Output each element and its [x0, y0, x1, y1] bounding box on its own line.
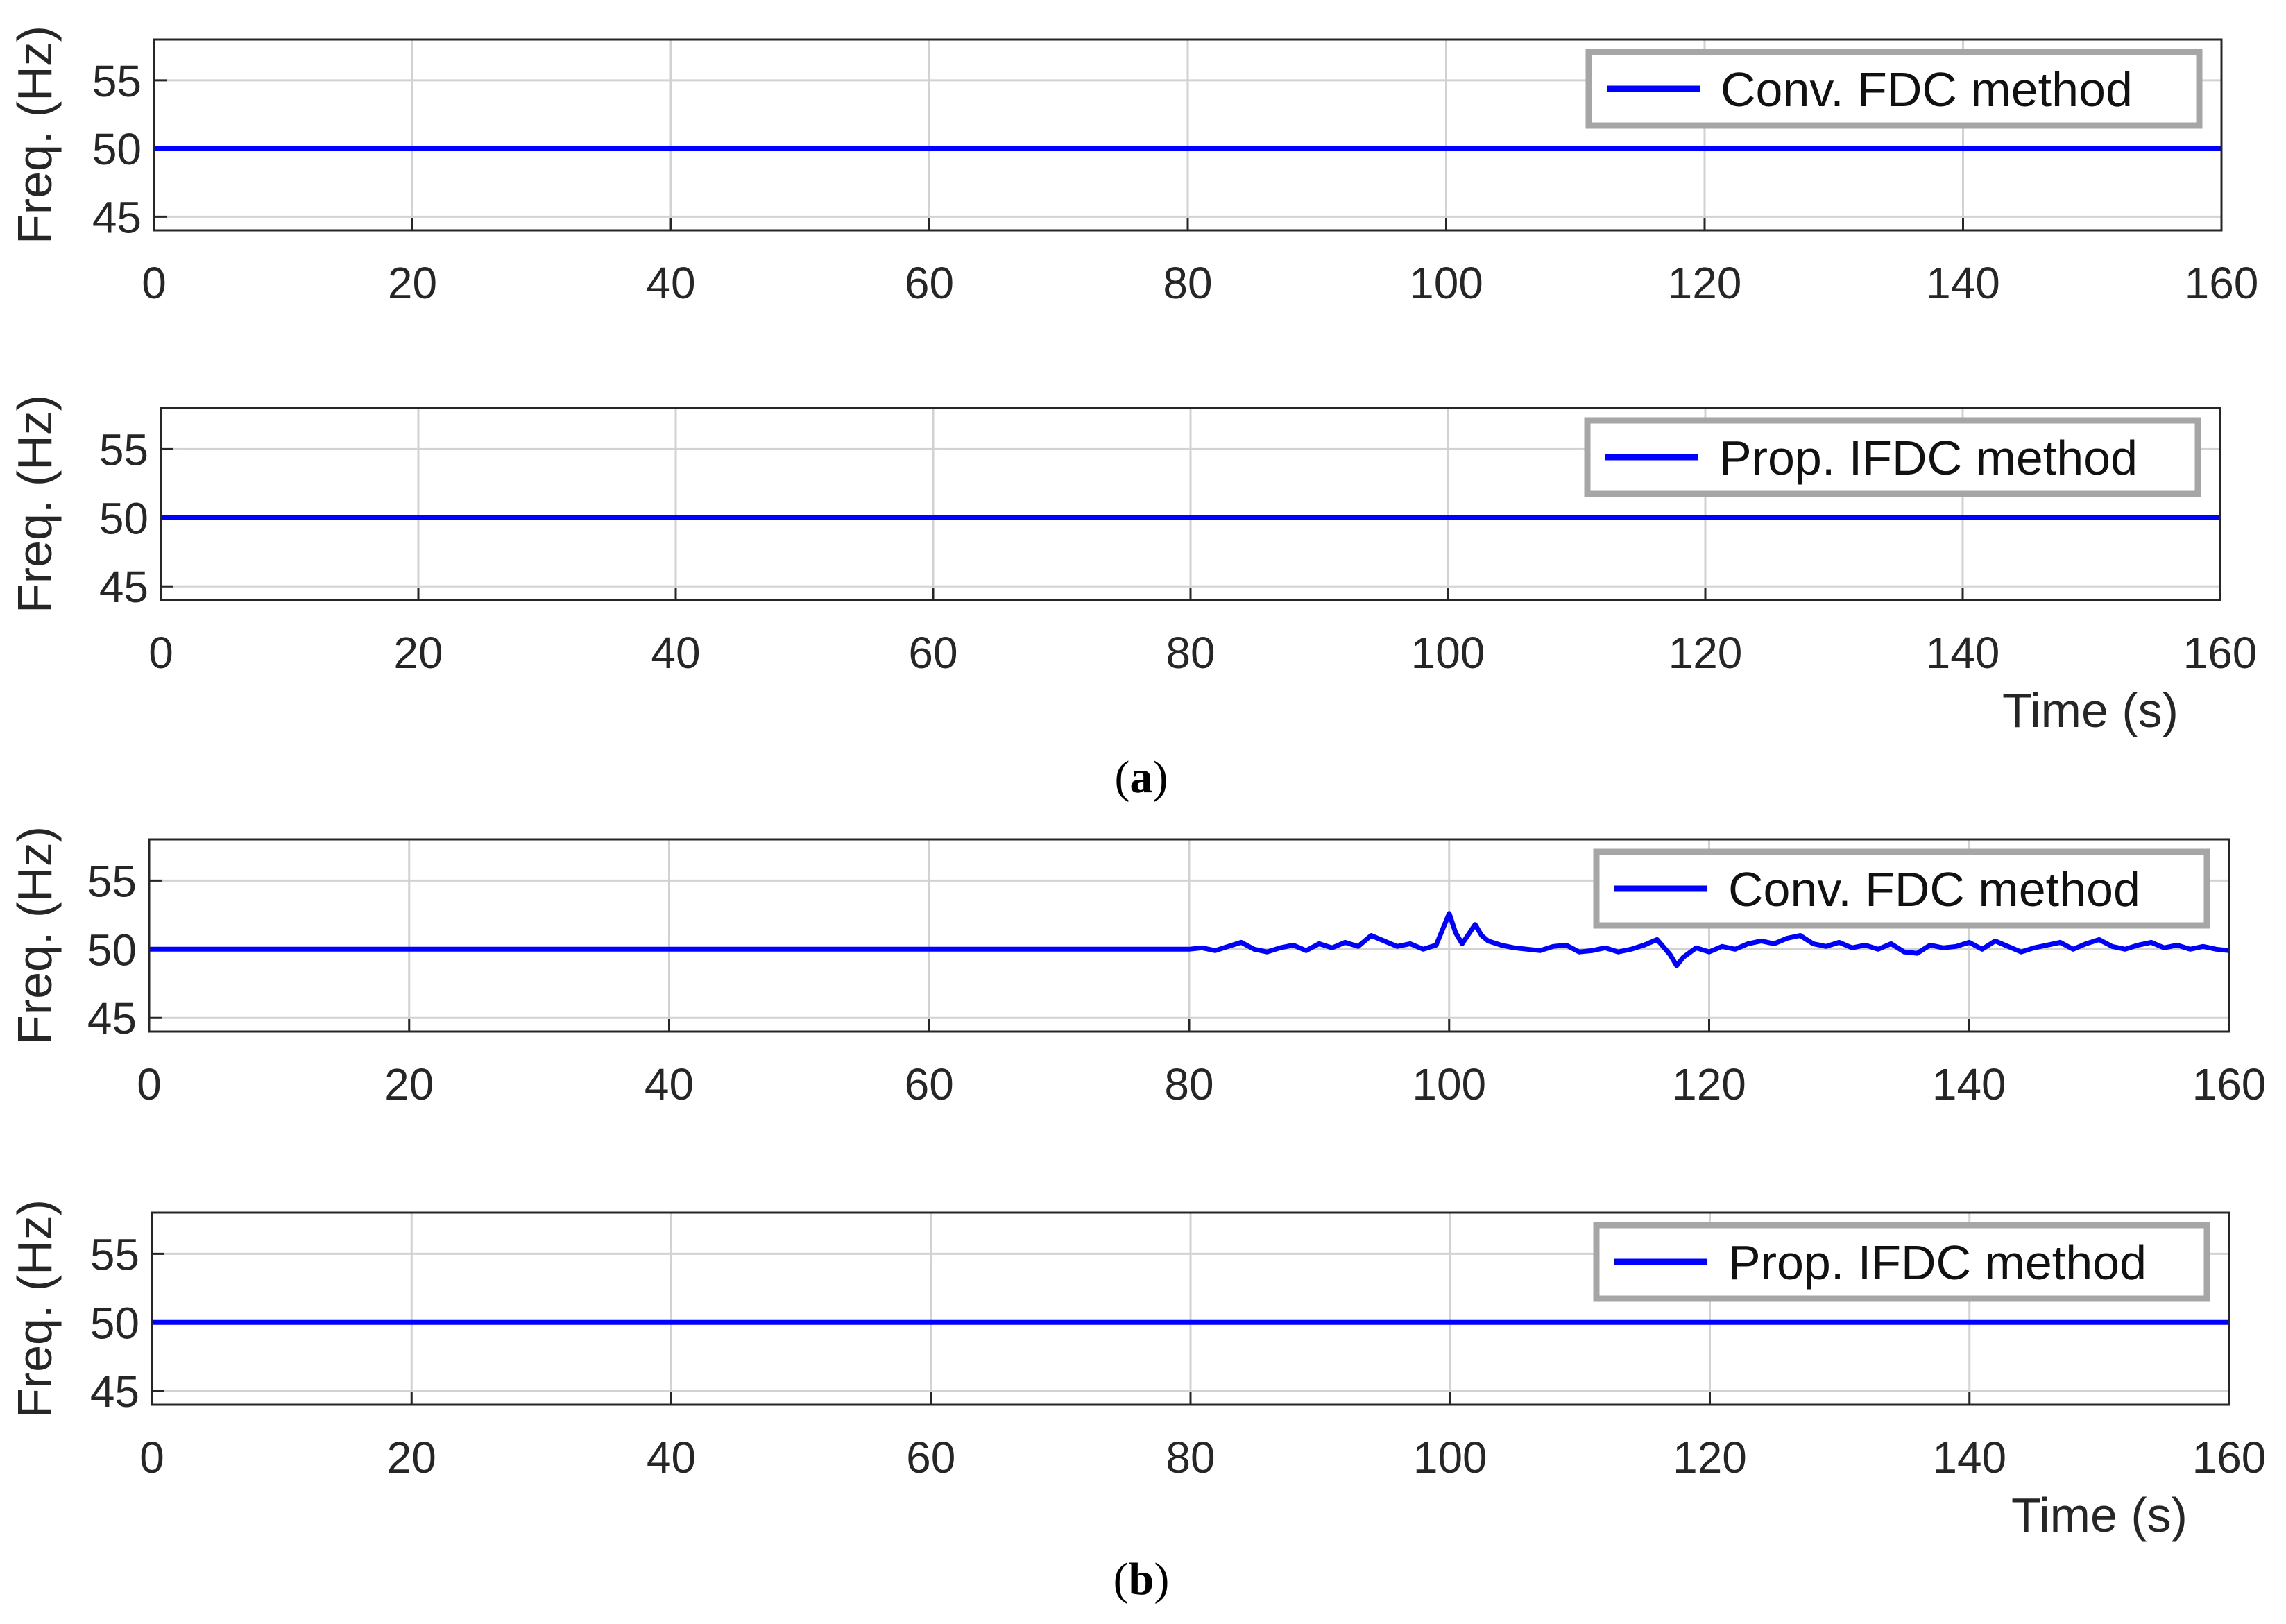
- x-tick-label: 100: [1411, 628, 1485, 678]
- y-tick-label: 50: [99, 493, 148, 543]
- y-tick-label: 45: [99, 562, 148, 612]
- x-tick-label: 120: [1668, 258, 1742, 308]
- x-tick-label: 60: [905, 258, 954, 308]
- x-tick-label: 120: [1673, 1433, 1747, 1482]
- panels: 0 20 40 60 80 100 120 140 160 45 50 55 Freq. (Hz) Con…: [8, 26, 2266, 1542]
- y-axis-label: Freq. (Hz): [8, 1199, 62, 1418]
- legend-label: Conv. FDC method: [1728, 862, 2140, 916]
- x-tick-label: 80: [1166, 1433, 1215, 1482]
- x-tick-label: 0: [148, 628, 173, 678]
- x-tick-label: 100: [1413, 1433, 1487, 1482]
- x-tick-label: 20: [393, 628, 443, 678]
- y-tick-label: 55: [99, 425, 148, 475]
- x-tick-label: 60: [906, 1433, 955, 1482]
- x-tick-label: 160: [2183, 628, 2258, 678]
- x-tick-label: 0: [142, 258, 167, 308]
- x-tick-label: 40: [645, 1059, 694, 1109]
- x-tick-label: 60: [905, 1059, 954, 1109]
- x-tick-label: 0: [139, 1433, 164, 1482]
- y-tick-label: 55: [90, 1229, 139, 1279]
- chart-panel-4: 0 20 40 60 80 100 120 140 160 45 50 55 Freq. (Hz) Tim…: [8, 1199, 2266, 1542]
- axes-box: [151, 1211, 2230, 1406]
- x-tick-label: 60: [908, 628, 957, 678]
- x-tick-label: 160: [2192, 1433, 2267, 1482]
- x-tick-label: 100: [1412, 1059, 1486, 1109]
- x-tick-label: 20: [384, 1059, 434, 1109]
- x-tick-label: 160: [2185, 258, 2259, 308]
- y-tick-label: 45: [92, 192, 142, 242]
- y-tick-label: 55: [92, 56, 142, 106]
- x-tick-label: 20: [387, 1433, 436, 1482]
- y-tick-label: 45: [90, 1367, 139, 1417]
- x-axis-label: Time (s): [2011, 1488, 2187, 1542]
- x-tick-label: 120: [1669, 628, 1743, 678]
- legend: Prop. IFDC method: [1584, 417, 2201, 497]
- x-tick-label: 80: [1164, 1059, 1213, 1109]
- x-tick-label: 120: [1672, 1059, 1746, 1109]
- series-line: [149, 911, 2230, 968]
- y-tick-label: 50: [92, 124, 142, 174]
- x-tick-label: 140: [1932, 1059, 2006, 1109]
- legend: Conv. FDC method: [1593, 848, 2210, 929]
- axes-box: [160, 407, 2221, 601]
- y-axis-label: Freq. (Hz): [8, 395, 62, 613]
- legend: Conv. FDC method: [1585, 49, 2203, 129]
- x-tick-label: 40: [646, 258, 695, 308]
- y-axis-label: Freq. (Hz): [8, 826, 62, 1045]
- legend: Prop. IFDC method: [1593, 1222, 2210, 1302]
- y-tick-label: 45: [87, 993, 137, 1043]
- x-tick-label: 100: [1409, 258, 1483, 308]
- chart-panel-2: 0 20 40 60 80 100 120 140 160 45 50 55 Freq. (Hz) Tim…: [8, 395, 2257, 737]
- chart-panel-3: 0 20 40 60 80 100 120 140 160 45 50 55 Freq. (Hz) Con…: [8, 826, 2266, 1109]
- x-tick-label: 40: [651, 628, 700, 678]
- x-tick-label: 140: [1932, 1433, 2006, 1482]
- y-tick-label: 55: [87, 856, 137, 906]
- x-tick-label: 160: [2192, 1059, 2267, 1109]
- legend-label: Prop. IFDC method: [1728, 1236, 2147, 1290]
- x-tick-label: 40: [647, 1433, 696, 1482]
- x-tick-label: 80: [1163, 258, 1212, 308]
- x-axis-label: Time (s): [2002, 683, 2178, 737]
- axes-box: [153, 38, 2223, 232]
- axes-box: [148, 838, 2230, 1033]
- legend-label: Prop. IFDC method: [1719, 431, 2138, 485]
- x-tick-label: 20: [388, 258, 437, 308]
- caption-b: (b): [1114, 1554, 1170, 1605]
- y-axis-label: Freq. (Hz): [8, 26, 62, 244]
- caption-a: (a): [1115, 752, 1168, 803]
- y-tick-label: 50: [90, 1298, 139, 1348]
- chart-panel-1: 0 20 40 60 80 100 120 140 160 45 50 55 Freq. (Hz) Con…: [8, 26, 2258, 308]
- x-tick-label: 0: [137, 1059, 162, 1109]
- legend-label: Conv. FDC method: [1721, 62, 2133, 117]
- x-tick-label: 140: [1926, 258, 2000, 308]
- x-tick-label: 140: [1926, 628, 2000, 678]
- x-tick-label: 80: [1166, 628, 1215, 678]
- y-tick-label: 50: [87, 925, 137, 975]
